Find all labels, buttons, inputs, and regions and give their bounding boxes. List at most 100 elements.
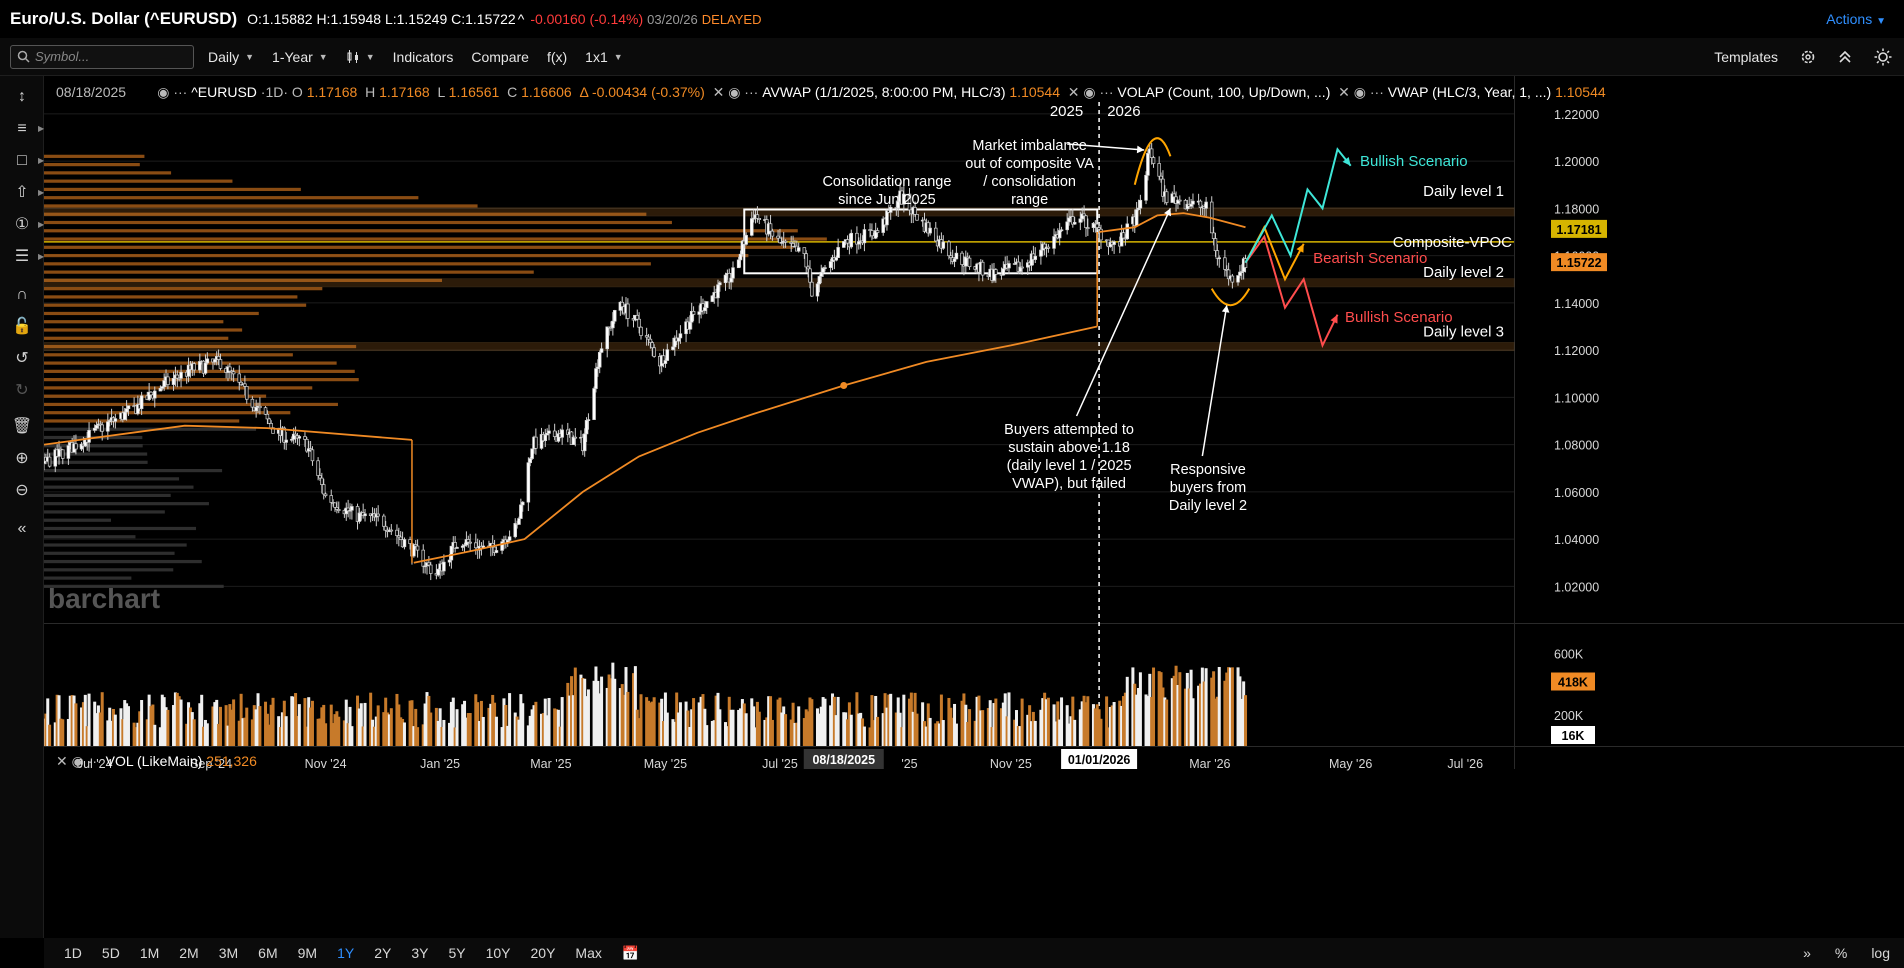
close-icon[interactable]: ✕: [712, 84, 725, 100]
layout-select[interactable]: 1x1 ▼: [585, 49, 623, 65]
lines-tool[interactable]: ≡ ▶: [10, 118, 44, 140]
annotation-tool[interactable]: ① ▶: [10, 214, 44, 236]
theme-toggle[interactable]: [1874, 48, 1892, 66]
period-10y[interactable]: 10Y: [485, 945, 511, 961]
expand-time-axis-icon[interactable]: »: [1803, 945, 1811, 961]
volume-bar: [110, 720, 114, 746]
candle-body: [171, 378, 176, 385]
volume-bar: [977, 695, 981, 746]
shapes-tool[interactable]: □ ▶: [10, 150, 44, 172]
more-icon[interactable]: ···: [744, 84, 759, 100]
arrows-tool[interactable]: ⇧ ▶: [10, 182, 44, 204]
period-max[interactable]: Max: [575, 945, 602, 961]
eye-icon[interactable]: ◉: [728, 84, 741, 100]
actions-menu[interactable]: Actions ▼: [1826, 11, 1886, 27]
calendar-icon[interactable]: 📅: [621, 944, 640, 961]
volume-bar: [887, 694, 891, 746]
volume-bar: [793, 722, 797, 746]
period-2m[interactable]: 2M: [179, 945, 199, 961]
period-3m[interactable]: 3M: [218, 945, 239, 961]
candle-body: [783, 240, 788, 243]
close-icon[interactable]: ✕: [1338, 84, 1350, 100]
period-3y[interactable]: 3Y: [411, 945, 429, 961]
zoom-out-button[interactable]: ⊖: [10, 480, 34, 502]
volume-tick-label: 200K: [1554, 709, 1584, 723]
eye-icon[interactable]: ◉: [71, 753, 84, 769]
period-1m[interactable]: 1M: [139, 945, 160, 961]
lock-tool[interactable]: 🔓: [10, 316, 34, 338]
period-6m[interactable]: 6M: [258, 945, 278, 961]
eye-icon[interactable]: ◉: [1083, 84, 1096, 100]
function-button[interactable]: f(x): [546, 48, 568, 65]
candle-body: [710, 295, 715, 302]
period-2y[interactable]: 2Y: [374, 945, 392, 961]
candle-body: [862, 229, 867, 244]
volume-bar: [541, 713, 545, 746]
more-icon[interactable]: ···: [1369, 84, 1384, 100]
collapse-button[interactable]: [1838, 50, 1852, 64]
price-chart-svg[interactable]: Consolidation range since Jun 2025 Market …: [44, 76, 1904, 938]
volume-bar: [1099, 718, 1103, 746]
delete-drawings-button[interactable]: 🗑: [10, 416, 34, 438]
volume-bar: [1016, 725, 1020, 746]
volume-bar: [671, 719, 675, 746]
volume-bar: [1058, 719, 1062, 746]
eye-icon[interactable]: ◉: [1353, 84, 1366, 100]
volume-bar: [994, 698, 998, 746]
volume-bar: [1056, 701, 1060, 746]
candle-body: [592, 388, 596, 420]
period-5d[interactable]: 5D: [101, 945, 120, 961]
magnet-tool[interactable]: ∩: [10, 284, 34, 306]
bearish-scenario-path-arrowhead: [1296, 243, 1304, 253]
search-input[interactable]: [35, 49, 185, 64]
undo-button[interactable]: ↺: [10, 348, 34, 370]
price-tick-label: 1.12000: [1554, 344, 1599, 358]
volume-bar: [947, 697, 951, 746]
period-1y[interactable]: 1Y: [337, 945, 355, 961]
volume-bar: [264, 701, 268, 746]
volume-bar: [703, 708, 707, 746]
period-20y[interactable]: 20Y: [530, 945, 556, 961]
volume-bar: [806, 711, 810, 746]
more-icon[interactable]: ···: [1099, 84, 1114, 100]
volume-bar: [125, 703, 129, 746]
symbol-search[interactable]: [10, 44, 194, 69]
settings-button[interactable]: [1800, 49, 1816, 65]
volume-profile-bar: [44, 353, 293, 357]
candle-body: [648, 338, 653, 343]
volume-bar: [526, 725, 530, 746]
compare-button[interactable]: Compare: [471, 48, 529, 65]
indicators-button[interactable]: Indicators: [392, 48, 454, 65]
volume-bar: [502, 698, 506, 746]
volume-profile-bar: [44, 229, 798, 233]
volume-bar: [164, 707, 168, 746]
range-select[interactable]: 1-Year ▼: [272, 49, 328, 65]
percent-scale-toggle[interactable]: %: [1834, 945, 1848, 961]
period-9m[interactable]: 9M: [297, 945, 318, 961]
more-icon[interactable]: ···: [173, 84, 188, 100]
templates-button[interactable]: Templates: [1714, 49, 1778, 65]
volume-bar: [686, 710, 690, 746]
more-icon[interactable]: ···: [87, 753, 102, 769]
close-icon[interactable]: ✕: [56, 753, 68, 769]
eye-icon[interactable]: ◉: [157, 84, 170, 100]
volume-bar: [506, 725, 510, 746]
volume-profile-bar: [44, 485, 194, 489]
chart-area[interactable]: Consolidation range since Jun 2025 Market …: [44, 76, 1904, 938]
fib-tool[interactable]: ☰ ▶: [10, 246, 44, 268]
cursor-tool[interactable]: ↕: [10, 86, 34, 108]
period-1d[interactable]: 1D: [64, 945, 82, 961]
volume-bar: [658, 702, 662, 746]
volume-bar: [600, 676, 604, 746]
zoom-in-button[interactable]: ⊕: [10, 448, 34, 470]
volume-bar: [224, 705, 228, 746]
close-icon[interactable]: ✕: [1067, 84, 1080, 100]
redo-button[interactable]: ↻: [10, 380, 34, 402]
period-5y[interactable]: 5Y: [448, 945, 466, 961]
chart-type-select[interactable]: ▼: [346, 49, 375, 64]
volume-bar: [113, 714, 117, 746]
collapse-sidebar-button[interactable]: «: [10, 518, 34, 540]
log-scale-toggle[interactable]: log: [1871, 945, 1890, 961]
interval-select[interactable]: Daily ▼: [208, 49, 254, 65]
volume-bar: [849, 714, 853, 746]
